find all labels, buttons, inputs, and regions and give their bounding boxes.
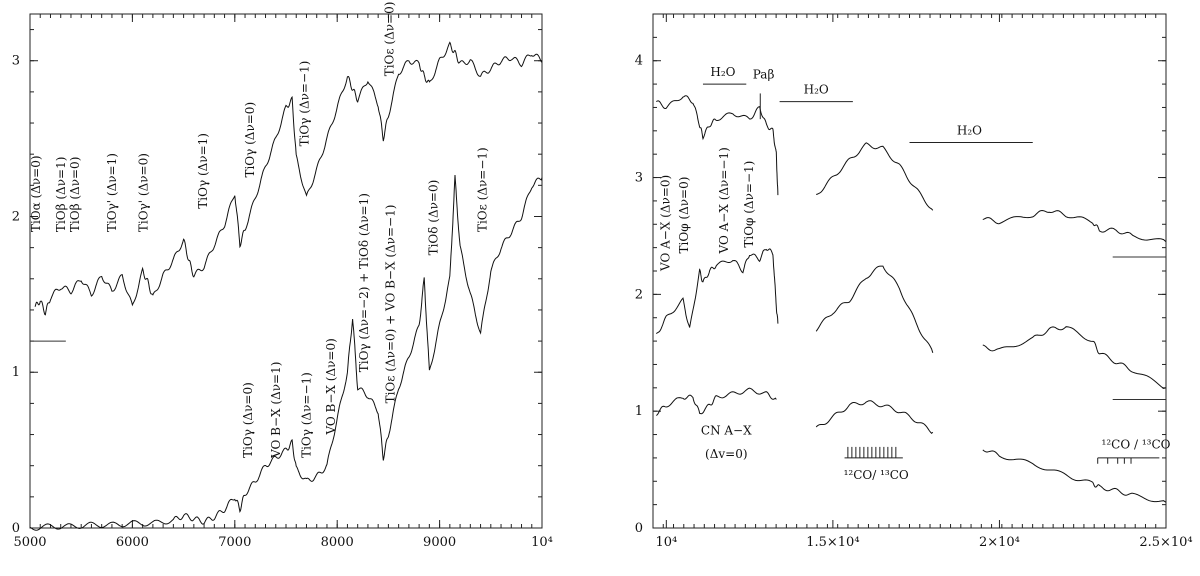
y-tick-label: 1 [12, 365, 20, 380]
annotation-label: TiOε (Δν=0) [383, 2, 397, 77]
y-tick-label: 3 [12, 54, 20, 69]
y-tick-label: 2 [12, 209, 20, 224]
y-tick-label: 1 [635, 404, 643, 419]
x-tick-label: 9000 [423, 535, 456, 550]
x-tick-label: 5000 [13, 535, 46, 550]
annotation-label: TiOε (Δν=0) + VO B−X (Δν=−1) [384, 205, 398, 404]
annotation-label: VO A−X (Δν=−1) [717, 147, 731, 254]
spectrum-series-line [982, 449, 1167, 503]
annotation-label: TiOγ (Δν=0) [243, 102, 257, 178]
annotation-label: TiOγ (Δν=−1) [300, 372, 314, 458]
annotation-label: TiOα (Δν=0) [29, 155, 43, 232]
annotation-label: VO B−X (Δν=0) [324, 338, 338, 435]
annotation-label: TiOφ (Δν=0) [677, 177, 691, 254]
annotation-label: (Δv=0) [705, 447, 748, 461]
annotation-label: CN A−X [701, 424, 752, 438]
spectrum-series-line [29, 174, 543, 531]
spectrum-series-line [34, 41, 543, 316]
annotation-label: TiOγ (Δν=0) [241, 382, 255, 458]
annotation-label: TiOγ' (Δν=0) [137, 153, 151, 232]
annotation-label: TiOφ (Δν=−1) [742, 161, 756, 248]
annotation-label: ¹²CO/ ¹³CO [844, 468, 909, 482]
annotation-label: ¹²CO / ¹³CO [1102, 438, 1171, 452]
x-tick-label: 2.5×10⁴ [1139, 535, 1192, 550]
x-tick-label: 2×10⁴ [979, 535, 1020, 550]
annotation-label: TiOγ (Δν=1) [196, 133, 210, 209]
spectrum-series-line [982, 209, 1167, 243]
spectrum-series-line [982, 326, 1167, 389]
spectrum-series-line [656, 95, 779, 196]
spectrum-series-line [655, 248, 779, 334]
y-tick-label: 3 [635, 171, 643, 186]
y-tick-label: 2 [635, 287, 643, 302]
annotation-label: TiOδ (Δν=0) [427, 180, 441, 256]
annotation-label: TiOβ (Δν=0) [68, 157, 82, 232]
annotation-label: H₂O [957, 123, 982, 137]
annotation-label: H₂O [710, 65, 735, 79]
x-tick-label: 1.5×10⁴ [806, 535, 859, 550]
annotation-label: TiOγ (Δν=−1) [298, 61, 312, 147]
y-tick-label: 0 [635, 521, 643, 536]
y-tick-label: 4 [635, 54, 643, 69]
x-tick-label: 8000 [321, 535, 354, 550]
annotation-label: VO B−X (Δν=1) [269, 362, 283, 459]
x-tick-label: 6000 [116, 535, 149, 550]
y-tick-label: 0 [12, 521, 20, 536]
spectrum-series-line [815, 400, 934, 435]
x-tick-label: 10⁴ [655, 535, 677, 550]
x-tick-label: 10⁴ [531, 535, 553, 550]
annotation-label: Paβ [753, 67, 775, 81]
spectrum-series-line [656, 387, 777, 416]
spectrum-series-line [815, 265, 934, 353]
annotation-label: TiOγ' (Δν=1) [105, 153, 119, 232]
annotation-label: TiOε (Δν=−1) [476, 147, 490, 232]
annotation-label: TiOγ (Δν=−2) + TiOδ (Δν=1) [357, 193, 371, 372]
left-spectrum-panel: 5000 6000 7000 8000 9000 10⁴ 0 1 2 3 TiOα (Δν=0) Ti… [12, 2, 553, 550]
annotation-label: TiOβ (Δν=1) [54, 157, 68, 232]
x-tick-label: 7000 [218, 535, 251, 550]
spectrum-series-line [816, 142, 934, 211]
annotation-label: H₂O [804, 82, 829, 96]
annotation-label: VO A−X (Δν=0) [659, 175, 673, 272]
right-spectrum-panel: 10⁴ 1.5×10⁴ 2×10⁴ 2.5×10⁴ 0 1 2 3 4 H₂O Paβ H₂O H₂O V… [635, 13, 1193, 550]
